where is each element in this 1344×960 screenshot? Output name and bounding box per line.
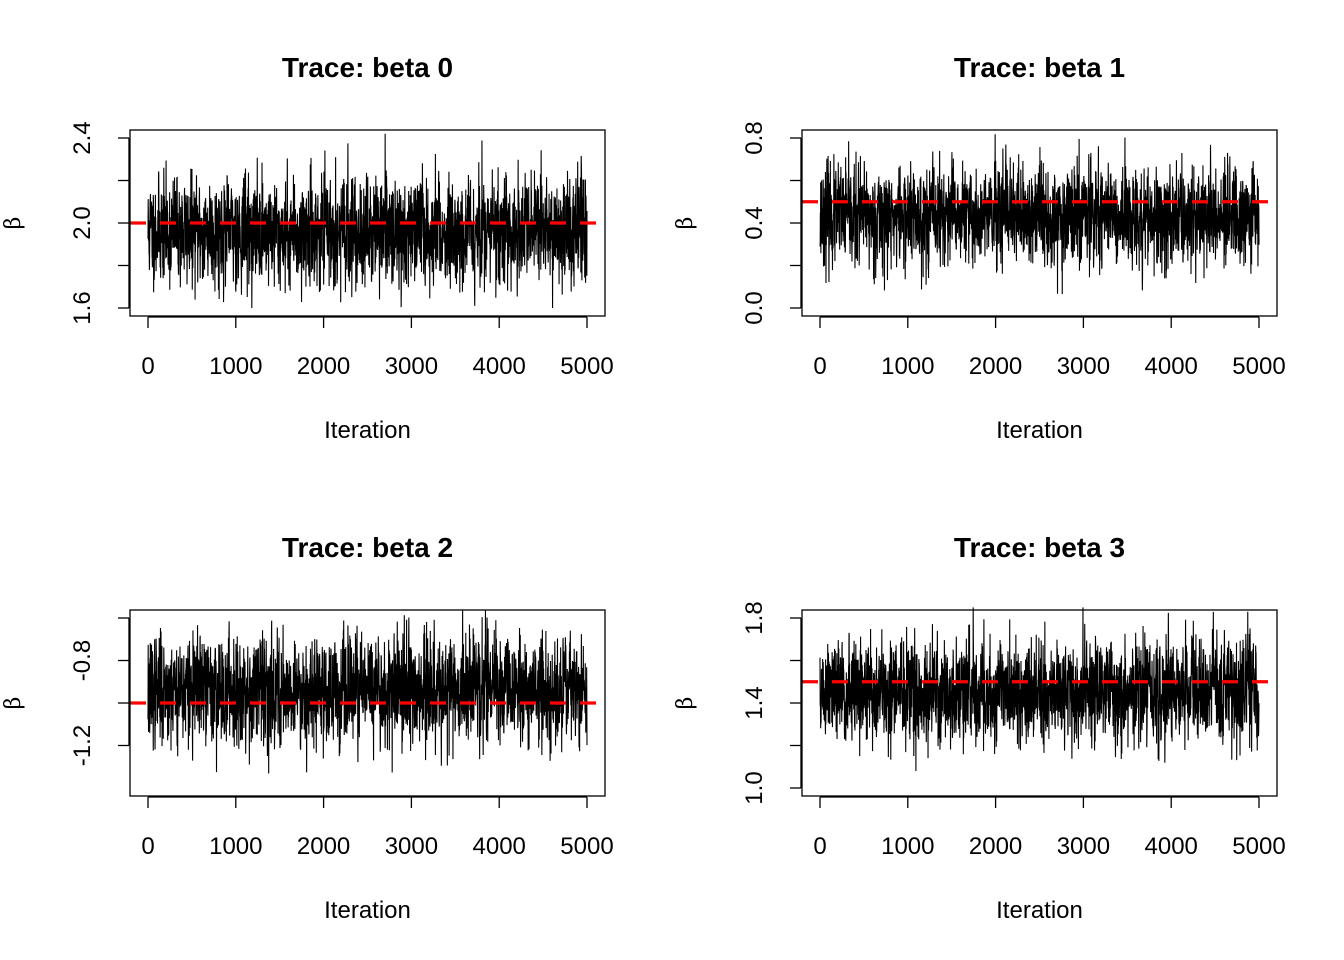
x-tick-label: 3000	[385, 833, 438, 860]
panel-title: Trace: beta 3	[954, 532, 1125, 563]
x-axis-label: Iteration	[324, 417, 411, 444]
y-tick-label: 1.6	[69, 291, 96, 324]
y-tick-label: 2.4	[69, 121, 96, 154]
x-tick-label: 2000	[969, 353, 1022, 380]
y-tick-label: 0.0	[741, 291, 768, 324]
x-tick-label: 0	[141, 353, 154, 380]
panel-title: Trace: beta 0	[282, 52, 453, 83]
y-axis-label: β	[673, 697, 698, 710]
y-tick-label: 0.8	[741, 121, 768, 154]
x-tick-label: 5000	[1232, 353, 1285, 380]
x-tick-label: 4000	[1145, 833, 1198, 860]
x-tick-label: 3000	[1057, 353, 1110, 380]
x-tick-label: 0	[141, 833, 154, 860]
panel-title: Trace: beta 2	[282, 532, 453, 563]
x-tick-label: 2000	[297, 353, 350, 380]
y-tick-label: -1.2	[69, 725, 96, 766]
y-tick-label: -0.8	[69, 640, 96, 681]
x-tick-label: 4000	[473, 353, 526, 380]
x-tick-label: 3000	[1057, 833, 1110, 860]
x-tick-label: 0	[813, 833, 826, 860]
x-tick-label: 5000	[560, 833, 613, 860]
x-tick-label: 3000	[385, 353, 438, 380]
y-tick-label: 1.0	[741, 771, 768, 804]
x-tick-label: 4000	[473, 833, 526, 860]
x-tick-label: 2000	[969, 833, 1022, 860]
y-tick-label: 0.4	[741, 206, 768, 239]
x-axis-label: Iteration	[996, 417, 1083, 444]
x-tick-label: 4000	[1145, 353, 1198, 380]
y-tick-label: 1.8	[741, 601, 768, 634]
x-tick-label: 0	[813, 353, 826, 380]
x-axis-label: Iteration	[324, 897, 411, 924]
x-tick-label: 1000	[881, 833, 934, 860]
x-tick-label: 5000	[560, 353, 613, 380]
y-axis-label: β	[673, 217, 698, 230]
x-tick-label: 1000	[209, 833, 262, 860]
y-axis-label: β	[1, 697, 26, 710]
x-tick-label: 1000	[209, 353, 262, 380]
panel-title: Trace: beta 1	[954, 52, 1125, 83]
x-tick-label: 2000	[297, 833, 350, 860]
x-tick-label: 5000	[1232, 833, 1285, 860]
y-axis-label: β	[1, 217, 26, 230]
x-tick-label: 1000	[881, 353, 934, 380]
x-axis-label: Iteration	[996, 897, 1083, 924]
y-tick-label: 1.4	[741, 686, 768, 719]
y-tick-label: 2.0	[69, 206, 96, 239]
